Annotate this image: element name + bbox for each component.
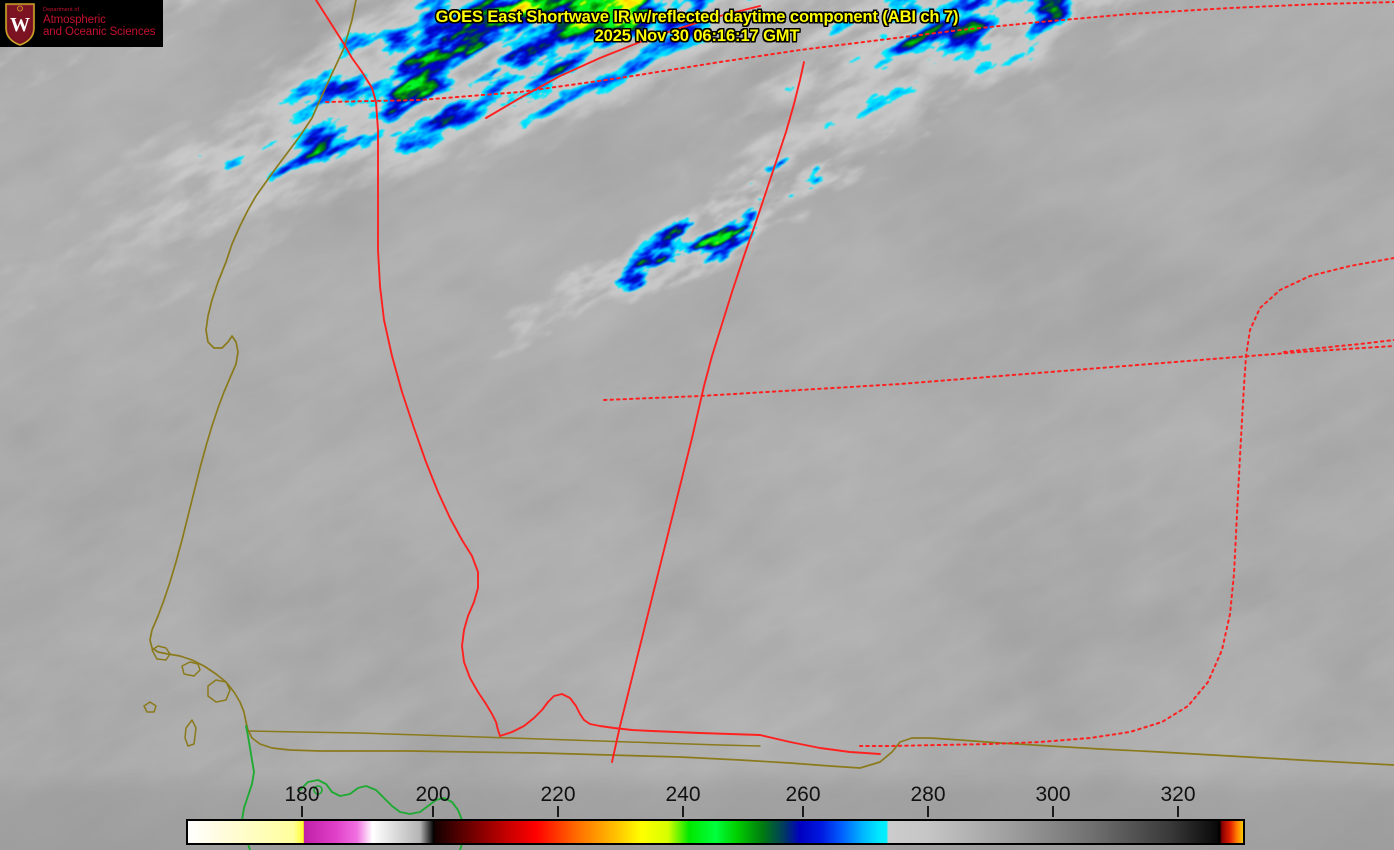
colorbar-gradient	[188, 821, 1243, 843]
colorbar-tick-label: 180	[284, 783, 320, 806]
colorbar-tick	[432, 806, 434, 817]
colorbar-tick	[557, 806, 559, 817]
logo-line-1: Atmospheric	[43, 14, 106, 27]
colorbar-tick-label: 260	[785, 783, 821, 806]
colorbar-tick-label: 300	[1035, 783, 1071, 806]
uw-crest-icon: W	[3, 2, 37, 46]
uw-aos-logo: W Department of Atmospheric and Oceanic …	[0, 0, 163, 47]
colorbar-tick-label: 220	[540, 783, 576, 806]
logo-department-label: Department of	[43, 7, 80, 14]
logo-line-2: and Oceanic Sciences	[43, 25, 156, 38]
colorbar-tick	[301, 806, 303, 817]
colorbar-tick-label: 240	[665, 783, 701, 806]
colorbar-tick	[802, 806, 804, 817]
colorbar-tick	[682, 806, 684, 817]
colorbar-tick	[927, 806, 929, 817]
colorbar	[186, 819, 1245, 845]
colorbar-tick	[1177, 806, 1179, 817]
colorbar-tick-label: 200	[415, 783, 451, 806]
colorbar-gradient-frame	[186, 819, 1245, 845]
colorbar-tick-label: 320	[1160, 783, 1196, 806]
svg-text:W: W	[10, 14, 30, 36]
colorbar-tick-label: 280	[910, 783, 946, 806]
colorbar-tick	[1052, 806, 1054, 817]
